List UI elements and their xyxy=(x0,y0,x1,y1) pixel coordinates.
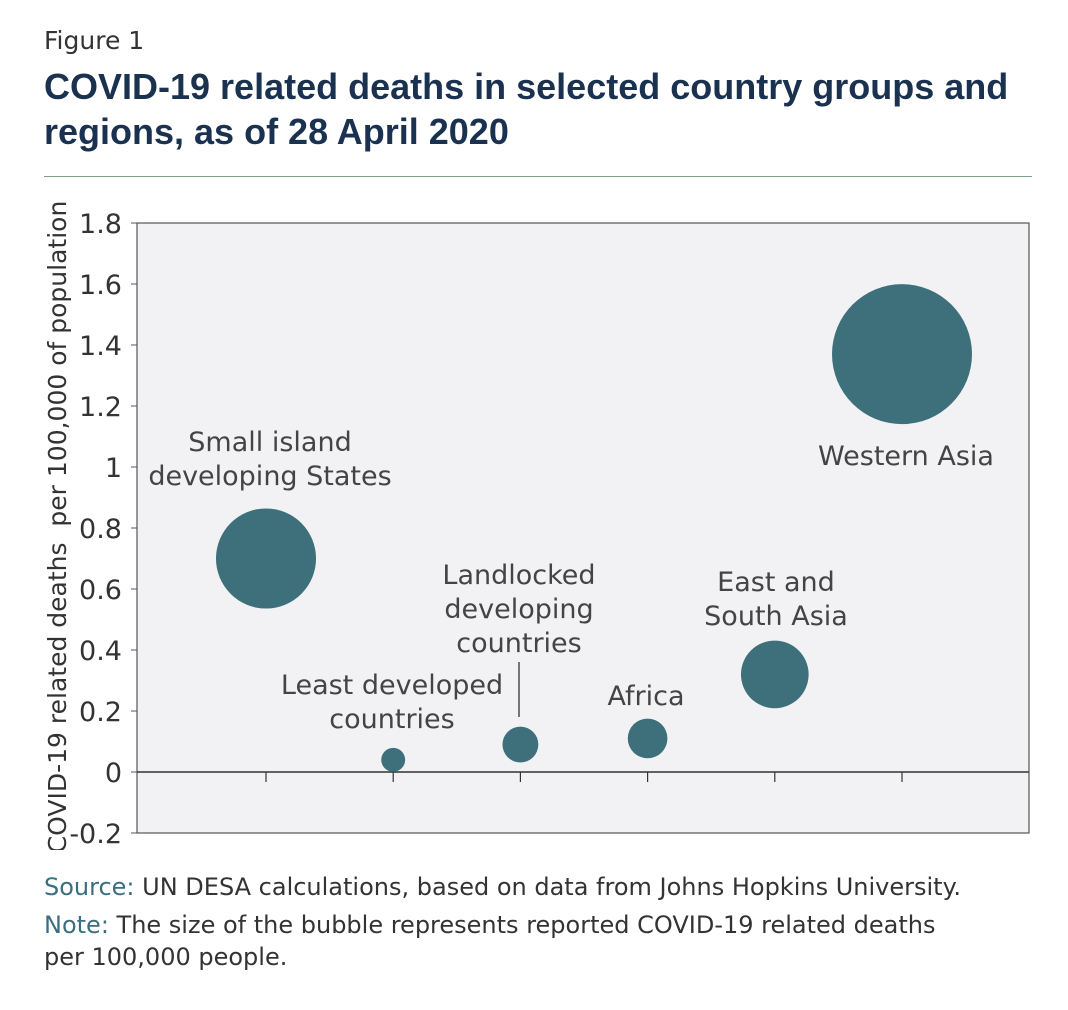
chart-title: COVID-19 related deaths in selected coun… xyxy=(44,66,1009,152)
data-label: Landlocked xyxy=(442,560,595,591)
y-tick-label: 0.4 xyxy=(79,636,122,667)
data-label: South Asia xyxy=(704,601,848,632)
data-label: Western Asia xyxy=(818,441,994,472)
bubble-point xyxy=(740,640,809,709)
note-line-2: per 100,000 people. xyxy=(44,943,288,971)
note-line: Note: The size of the bubble represents … xyxy=(44,906,1044,944)
y-tick-label: -0.2 xyxy=(69,819,122,850)
data-label: Small island xyxy=(188,427,351,458)
bubble-point xyxy=(381,747,406,772)
source-line: Source: UN DESA calculations, based on d… xyxy=(44,868,1044,906)
chart-notes: Source: UN DESA calculations, based on d… xyxy=(44,868,1044,976)
y-tick-label: 0 xyxy=(105,758,122,789)
note-text: The size of the bubble represents report… xyxy=(108,911,936,939)
source-label: Source: xyxy=(44,873,135,901)
data-label: developing xyxy=(444,594,593,625)
data-label: Africa xyxy=(607,681,684,712)
y-axis-label: COVID-19 related deaths per 100,000 of p… xyxy=(43,201,72,850)
y-tick-label: 1.4 xyxy=(79,331,122,362)
source-text: UN DESA calculations, based on data from… xyxy=(134,873,961,901)
data-label: East and xyxy=(717,567,835,598)
bubble-point xyxy=(627,718,668,759)
y-tick-label: 0.6 xyxy=(79,575,122,606)
figure-number: Figure 1 xyxy=(44,26,145,55)
data-label: countries xyxy=(456,628,581,659)
bubble-point xyxy=(502,726,539,763)
data-label: Least developed xyxy=(281,670,503,701)
y-tick-label: 1.8 xyxy=(79,209,122,240)
data-label: developing States xyxy=(148,461,391,492)
y-tick-label: 1.2 xyxy=(79,392,122,423)
title-divider xyxy=(44,176,1032,177)
y-tick-label: 1.6 xyxy=(79,270,122,301)
bubble-point xyxy=(215,508,317,609)
note-label: Note: xyxy=(44,911,109,939)
bubble-point xyxy=(832,284,972,425)
data-label: countries xyxy=(329,704,454,735)
y-tick-label: 0.2 xyxy=(79,697,122,728)
y-tick-label: 0.8 xyxy=(79,514,122,545)
y-tick-label: 1 xyxy=(105,453,122,484)
